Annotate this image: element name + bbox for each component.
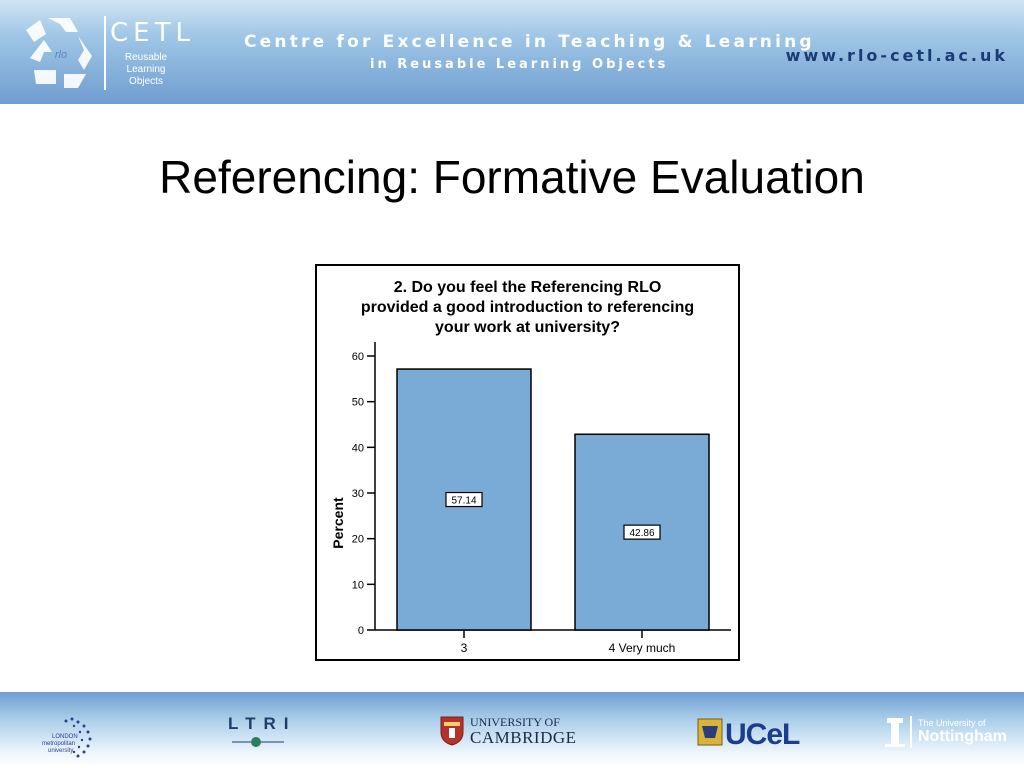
nottingham-divider [910,716,912,748]
y-tick-label: 0 [358,625,364,637]
london-met-logo: LONDON metropolitan university [32,714,102,760]
chart-title: 2. Do you feel the Referencing RLO provi… [325,278,730,338]
nottingham-line1: The University of [918,718,986,728]
cambridge-shield-icon [440,716,464,746]
slide-title: Referencing: Formative Evaluation [159,151,865,203]
cetl-logo-title: CETL [110,18,195,48]
y-axis-label: Percent [330,497,346,549]
cetl-sub-line: Objects [129,76,163,87]
header-title: Centre for Excellence in Teaching & Lear… [244,32,815,52]
london-met-dots-icon: LONDON metropolitan university [42,717,92,758]
cetl-logo: rlo CETL Reusable Learning Objects [20,12,190,94]
rlo-logo-text: rlo [55,49,67,61]
cetl-sub-line: Reusable [124,52,168,63]
nottingham-tower-icon [885,718,905,747]
data-label-box [623,524,661,540]
recycle-icon: rlo [26,18,92,88]
header-url-link[interactable]: www.rlo-cetl.ac.uk [785,46,1008,65]
y-tick-label: 30 [352,488,364,500]
cambridge-line2: CAMBRIDGE [470,728,577,747]
data-label: 57.14 [451,496,476,507]
data-label-box [445,491,483,508]
ltri-text: LTRI [228,714,297,733]
data-label: 42.86 [629,528,654,539]
cambridge-text: UNIVERSITY OF CAMBRIDGE [470,715,577,747]
ltri-logo: LTRI [228,714,298,760]
y-tick-label: 60 [352,351,364,363]
ucel-crest-icon [697,718,723,746]
x-tick-label: 4 Very much [609,641,676,655]
london-met-line: LONDON [52,734,78,740]
chart-frame: 2. Do you feel the Referencing RLO provi… [315,264,740,661]
chart-title-line: 2. Do you feel the Referencing RLO [393,279,662,296]
footer-banner: LONDON metropolitan university LTRI UNIV… [0,692,1024,768]
cetl-logo-subtitle: Reusable Learning Objects [116,52,176,88]
y-tick-label: 40 [352,442,364,454]
bar-chart: 0 10 20 30 40 50 60 Percent 3 57.14 4 Very much 42.… [330,342,731,655]
nottingham-line2: Nottingham [918,728,1007,745]
cambridge-line1: UNIVERSITY OF [470,715,560,729]
header-subtitle: in Reusable Learning Objects [370,57,669,72]
nottingham-text: The University of Nottingham [918,718,1007,746]
nottingham-logo: The University of Nottingham [884,714,1007,760]
header-banner: rlo CETL Reusable Learning Objects Centr… [0,0,1024,104]
x-tick-label: 3 [461,641,468,655]
london-met-line: university [48,748,73,754]
cambridge-logo: UNIVERSITY OF CAMBRIDGE [440,714,580,760]
cetl-sub-line: Learning [126,64,166,75]
chart-title-line: provided a good introduction to referenc… [360,299,695,316]
logo-divider [104,16,106,90]
ucel-logo: UCeL [697,714,807,760]
london-met-line: metropolitan [42,741,75,747]
ucel-text: UCeL [725,718,800,751]
ltri-emblem-icon [232,737,284,747]
y-tick-label: 50 [352,397,364,409]
y-tick-label: 10 [352,579,364,591]
chart-title-line: your work at university? [435,319,620,336]
y-tick-label: 20 [352,534,364,546]
